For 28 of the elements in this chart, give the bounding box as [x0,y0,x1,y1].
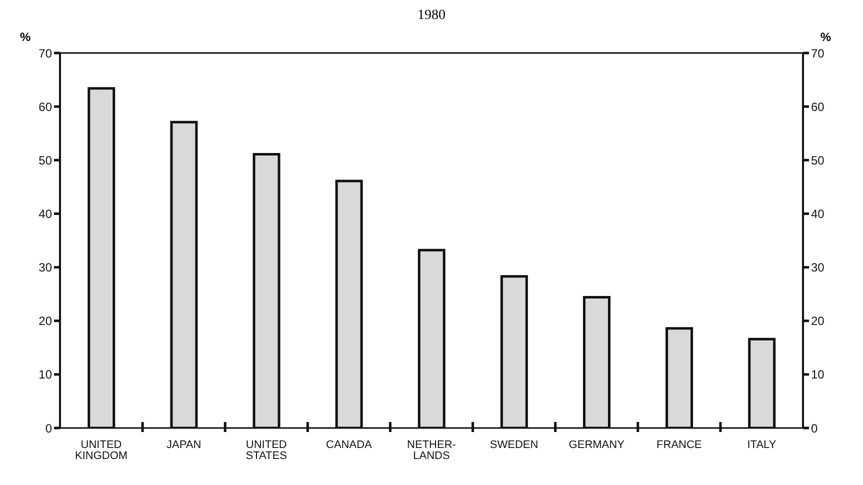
chart-title: 1980 [416,8,446,24]
x-tick-label: UNITED KINGDOM [74,439,128,462]
y2-tick-label: 0 [811,421,818,436]
x-tick-label: SWEDEN [490,439,538,451]
y2-tick-label: 60 [811,100,825,114]
y2-axis-title: % [820,30,831,44]
y2-tick-label: 30 [811,260,825,275]
x-tick-label: JAPAN [166,439,202,451]
y-tick-label: 10 [38,368,52,382]
y-tick-label: 50 [38,153,52,168]
y2-tick-label: 40 [811,206,825,221]
y2-tick-label: 70 [811,46,825,60]
x-tick-label: NETHER-LANDS [407,439,456,462]
y-tick-label: 0 [45,421,52,436]
x-tick-label: ITALY [747,439,777,451]
x-tick-label: FRANCE [656,439,702,451]
y-tick-label: 70 [38,46,52,60]
y-tick-label: 40 [38,206,52,221]
y-tick-label: 30 [38,260,52,275]
y2-tick-label: 10 [811,368,825,382]
x-tick-label: CANADA [326,439,373,451]
y2-tick-label: 50 [811,153,825,168]
y2-tick-label: 20 [811,314,825,328]
x-tick-label: GERMANY [568,439,626,451]
y-tick-label: 20 [38,314,52,328]
y-axis-title: % [20,30,31,44]
x-tick-label: UNITED STATES [246,439,287,462]
y-tick-label: 60 [38,100,52,114]
